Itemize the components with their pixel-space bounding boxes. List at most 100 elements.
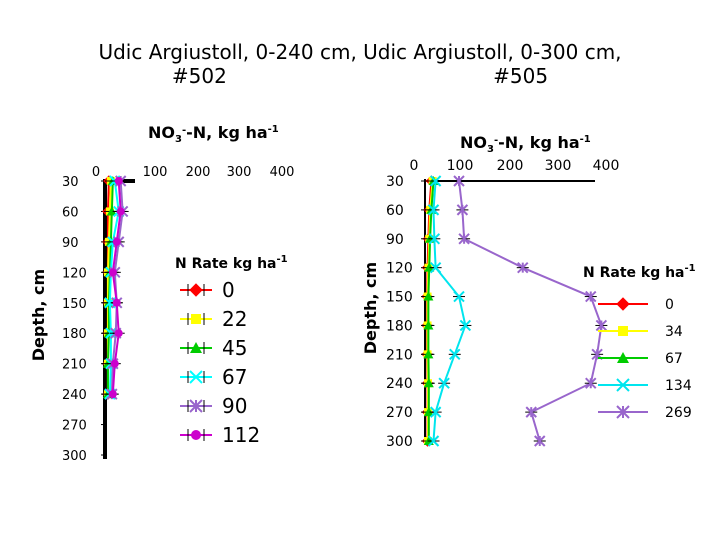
panel2-data-point: [525, 406, 537, 418]
x-title-part: -1: [580, 134, 591, 145]
panel2-data-point: [424, 262, 435, 272]
panel2-x-tick-label: 0: [410, 158, 419, 174]
x-title-part: 3: [487, 144, 494, 155]
panel1-legend-title: N Rate kg ha-1: [175, 254, 288, 272]
panel2-y-tick-label: 120: [386, 261, 413, 277]
panel1-legend-item-45: 45: [180, 336, 247, 360]
panel1-y-tick-label: 180: [62, 327, 87, 342]
panel2-data-point: [429, 261, 442, 274]
panel1-legend-marker: [189, 283, 203, 297]
panel2-legend-marker: [618, 326, 628, 336]
panel2-data-point: [429, 406, 442, 418]
panel2-legend-item-34: 34: [598, 324, 683, 340]
panel2-data-point: [453, 175, 465, 187]
panel2-series-line: [427, 180, 435, 441]
panel1-legend-label: 45: [222, 336, 247, 360]
panel1-data-point: [114, 329, 123, 338]
panel2-series-134: [427, 175, 472, 447]
panel1-legend-label: 90: [222, 394, 247, 418]
panel2-data-point: [585, 290, 597, 303]
panel2-legend-marker: [617, 352, 629, 363]
panel2-data-point: [423, 349, 434, 359]
panel1-legend-marker: [189, 370, 203, 384]
panel2-legend-title: N Rate kg ha-1: [583, 263, 696, 281]
panel1-y-tick-label: 300: [62, 449, 87, 464]
panel2-y-tick-label: 240: [386, 376, 413, 392]
panel1-y-tick-label: 90: [62, 236, 79, 251]
panel2-data-point: [427, 204, 440, 216]
panel2-data-point: [429, 175, 442, 187]
panel2-legend-label: 67: [665, 351, 683, 367]
x-title-part: -: [182, 125, 186, 136]
panel1-y-tick-label: 150: [62, 297, 87, 312]
panel2-x-tick-label: 400: [593, 158, 620, 174]
panel2-legend-marker: [616, 405, 630, 419]
x-title-part: -N, kg ha: [498, 133, 580, 152]
panel1-x-tick-label: 300: [227, 165, 252, 180]
chart-title-line-1: Udic Argiustoll, 0-240 cm, Udic Argiusto…: [98, 40, 622, 64]
panel1-data-point: [112, 298, 121, 307]
panel2-y-tick-label: 270: [386, 405, 413, 421]
panel2-y-tick-label: 60: [386, 203, 404, 219]
panel2-legend-item-0: 0: [598, 297, 674, 313]
panel2-legend-label: 269: [665, 405, 692, 421]
x-title-part: -: [494, 135, 498, 146]
panel2-data-point: [438, 377, 450, 389]
panel2-y-tick-label: 210: [386, 347, 413, 363]
panel2-data-point: [458, 233, 470, 245]
panel1-data-point: [108, 268, 117, 277]
panel1-x-tick-label: 0: [92, 165, 100, 180]
panel1-legend-marker: [189, 399, 203, 413]
panel1-y-tick-label: 240: [62, 388, 87, 403]
panel1-y-tick-label: 60: [62, 205, 79, 220]
panel2-x-tick-label: 200: [497, 158, 524, 174]
panel2-legend-marker: [616, 378, 630, 392]
panel2-data-point: [534, 435, 546, 447]
panel1-x-tick-label: 400: [270, 165, 295, 180]
legend-title-part: N Rate kg ha: [583, 265, 685, 281]
panel2-legend-label: 0: [665, 297, 674, 313]
panel2-data-point: [423, 291, 434, 301]
x-title-part: NO: [148, 123, 175, 142]
panel2-series-269: [453, 175, 608, 447]
legend-title-part: N Rate kg ha: [175, 256, 277, 272]
panel1-x-title: NO3--N, kg ha-1: [148, 123, 279, 145]
panel1-series-line: [111, 180, 122, 395]
panel2-legend-item-67: 67: [598, 351, 683, 367]
panel2-y-tick-label: 150: [386, 290, 413, 306]
panel2-x-title: NO3--N, kg ha-1: [460, 133, 591, 155]
panel1-y-tick-label: 30: [62, 175, 79, 190]
panel2-data-point: [456, 204, 469, 216]
panel1-legend-label: 112: [222, 423, 260, 447]
panel1-x-tick-label: 100: [143, 165, 168, 180]
panel1-legend-marker: [191, 314, 201, 324]
legend-title-sup: -1: [685, 263, 696, 274]
panel1-series-112: [106, 177, 127, 399]
panel2-data-point: [423, 378, 434, 388]
panel2-series-line: [458, 180, 603, 442]
panel2-legend-item-269: 269: [598, 405, 692, 421]
panel1-data-point: [106, 206, 117, 216]
chart-title-line-2: #502 #505: [171, 64, 549, 88]
panel1-x-tick-label: 200: [186, 165, 211, 180]
panel1-data-point: [116, 207, 125, 216]
panel2-legend-marker: [616, 297, 630, 311]
panel2-legend-label: 34: [665, 324, 683, 340]
panel1-legend-label: 0: [222, 278, 235, 302]
x-title-part: -1: [268, 124, 279, 135]
panel2-data-point: [423, 407, 434, 417]
panel2-data-point: [428, 233, 441, 245]
panel2-y-tick-label: 30: [386, 174, 404, 190]
legend-title-sup: -1: [277, 254, 288, 265]
panel2-data-point: [427, 435, 440, 447]
panel1-data-point: [114, 177, 123, 185]
panel1-y-tick-label: 210: [62, 358, 87, 373]
panel2-data-point: [459, 319, 472, 332]
panel1-data-point: [112, 237, 121, 246]
panel2-y-tick-label: 300: [386, 434, 413, 450]
panel2-x-tick-label: 100: [447, 158, 474, 174]
panel1-data-point: [108, 390, 117, 399]
panel2-legend-label: 134: [665, 378, 692, 394]
panel2-y-tick-label: 180: [386, 318, 413, 334]
